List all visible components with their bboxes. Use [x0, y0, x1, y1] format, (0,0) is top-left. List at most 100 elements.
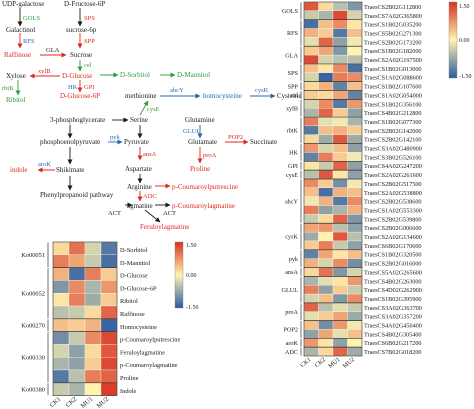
- metabolite-heatmap-cell: [100, 382, 118, 396]
- metabolite-legend-mid: 0.00: [186, 273, 197, 279]
- gene-heatmap-cell: [332, 258, 348, 268]
- gene-heatmap-cell: [347, 178, 363, 189]
- gene-heatmap-row-label: TraesCS2A02G261600: [364, 172, 422, 179]
- gene-heatmap-column-label: MU2: [342, 356, 357, 370]
- gene-heatmap-row-label: TraesCS3B02G526100: [364, 154, 422, 161]
- gene-heatmap-cell: [303, 231, 319, 242]
- metabolite-heatmap-cell: [84, 331, 102, 345]
- metabolite-heatmap-group-label: Ko00270: [21, 322, 45, 329]
- gene-heatmap-cell: [303, 205, 319, 215]
- gene-heatmap-cell: [303, 143, 319, 153]
- metabolite-heatmap-cell: [68, 318, 86, 332]
- gene-heatmap-row-label: TraesCS3A02G357200: [364, 314, 422, 321]
- gene-heatmap-row-label: TraesCS6B02G217200: [364, 340, 422, 347]
- gene-heatmap-cell: [332, 240, 348, 250]
- gene-legend-min: -1.50: [459, 74, 472, 80]
- gene-heatmap-cell: [303, 134, 319, 144]
- metabolite-heatmap-group-label: Ko00052: [21, 290, 45, 297]
- node-proline: Proline: [190, 165, 210, 173]
- gene-heatmap-cell: [332, 1, 348, 12]
- metabolite-heatmap-cell: [84, 241, 102, 255]
- gene-heatmap-group-label: rbtK: [287, 128, 299, 135]
- node-3-phosphoglycerate: 3-phosphoglycerate: [50, 116, 105, 124]
- gene-heatmap-cell: [332, 72, 348, 82]
- gene-heatmap-group-label: aroK: [286, 340, 299, 347]
- gene-heatmap-cell: [318, 249, 334, 259]
- gene-heatmap-cell: [318, 169, 334, 180]
- metabolite-heatmap-cell: [100, 369, 118, 383]
- gene-heatmap-row-label: TraesCS1A02G054000: [364, 92, 422, 99]
- gene-heatmap-row-label: TraesCS2A02G538800: [364, 190, 422, 197]
- gene-heatmap-cell: [303, 311, 319, 321]
- node-galactinol: Galactinol: [6, 26, 35, 34]
- gene-heatmap-row-label: TraesCS1B02G107600: [364, 84, 422, 91]
- gene-heatmap-cell: [303, 90, 319, 100]
- gene-heatmap-cell: [332, 346, 348, 357]
- metabolite-heatmap-column-label: CK1: [49, 396, 63, 409]
- metabolite-heatmap-row-label: D-Glucose: [120, 273, 148, 280]
- gene-heatmap-row-label: TraesCS2A02G134600: [364, 234, 422, 241]
- gene-heatmap-cell: [303, 346, 319, 357]
- gene-heatmap-row-label: TraesCS4B02G212800: [364, 110, 422, 117]
- gene-heatmap-cell: [347, 108, 363, 118]
- gene-heatmap-cell: [318, 152, 334, 162]
- gene-heatmap-cell: [347, 196, 363, 206]
- enzyme-rbtk: rbtK: [2, 85, 14, 92]
- gene-heatmap-cell: [347, 46, 363, 56]
- gene-heatmap-cell: [318, 46, 334, 56]
- gene-heatmap-cell: [303, 302, 319, 312]
- metabolite-heatmap-cell: [84, 382, 102, 396]
- gene-heatmap-cell: [318, 223, 334, 233]
- node-raffinose: Raffinose: [4, 51, 31, 59]
- gene-heatmap-cell: [303, 125, 319, 135]
- gene-heatmap-row-label: TraesCS1A02G553300: [364, 207, 422, 214]
- metabolite-legend-colorbar: [174, 241, 184, 309]
- enzyme-pop2: POP2: [228, 134, 243, 141]
- metabolite-heatmap-cell: [52, 369, 70, 383]
- gene-heatmap-cell: [347, 346, 363, 357]
- gene-heatmap-cell: [332, 311, 348, 321]
- gene-heatmap-cell: [347, 90, 363, 100]
- metabolite-heatmap-cell: [68, 331, 86, 345]
- gene-heatmap-cell: [318, 108, 334, 118]
- metabolite-heatmap-cell: [100, 318, 118, 332]
- gene-heatmap-cell: [347, 258, 363, 268]
- gene-heatmap-cell: [347, 72, 363, 82]
- gene-heatmap-cell: [347, 37, 363, 47]
- metabolite-heatmap-cell: [52, 254, 70, 268]
- gene-heatmap-cell: [332, 285, 348, 295]
- gene-heatmap-row-label: TraesCS3A02G363700: [364, 305, 422, 312]
- gene-heatmap-cell: [332, 37, 348, 47]
- gene-heatmap-row-label: TraesCS7B02G018200: [364, 349, 422, 356]
- gene-heatmap-group-label: xylB: [286, 105, 298, 112]
- gene-heatmap-cell: [332, 302, 348, 312]
- enzyme-glul: GLUL: [183, 128, 200, 135]
- gene-heatmap-row-label: TraesCS3A02G480900: [364, 146, 422, 153]
- gene-heatmap-cell: [332, 205, 348, 215]
- metabolite-heatmap-cell: [68, 293, 86, 307]
- edge-agmatine-to-feruloylagmatine: [144, 209, 161, 223]
- gene-heatmap-cell: [303, 240, 319, 250]
- enzyme-spp: SPP: [84, 38, 95, 45]
- gene-heatmap-cell: [318, 72, 334, 82]
- node-ribitol: Ribitol: [6, 96, 26, 104]
- pathway-edges: [15, 8, 276, 223]
- gene-heatmap-cell: [318, 143, 334, 153]
- gene-heatmap-cell: [318, 125, 334, 135]
- node-feruloylagmatine: Feruloylagmatine: [140, 223, 189, 231]
- gene-heatmap-cell: [318, 196, 334, 206]
- gene-heatmap-cell: [303, 54, 319, 65]
- gene-heatmap-row-label: TraesCS5B02G271300: [364, 30, 422, 37]
- gene-heatmap-group-label: pyk: [289, 256, 299, 263]
- gene-legend-max: 1.50: [459, 4, 470, 10]
- metabolite-heatmap-cell: [100, 305, 118, 319]
- gene-heatmap-cell: [318, 90, 334, 100]
- gene-heatmap-row-label: TraesCS4A02G450400: [364, 323, 422, 330]
- node-phenylpropanoid-pathway: Phenylpropanoid pathway: [40, 191, 114, 199]
- gene-heatmap-cell: [303, 28, 319, 38]
- gene-heatmap-cell: [347, 1, 363, 12]
- gene-heatmap-cell: [318, 267, 334, 277]
- gene-heatmap-cell: [332, 320, 348, 330]
- gene-heatmap-cell: [347, 10, 363, 20]
